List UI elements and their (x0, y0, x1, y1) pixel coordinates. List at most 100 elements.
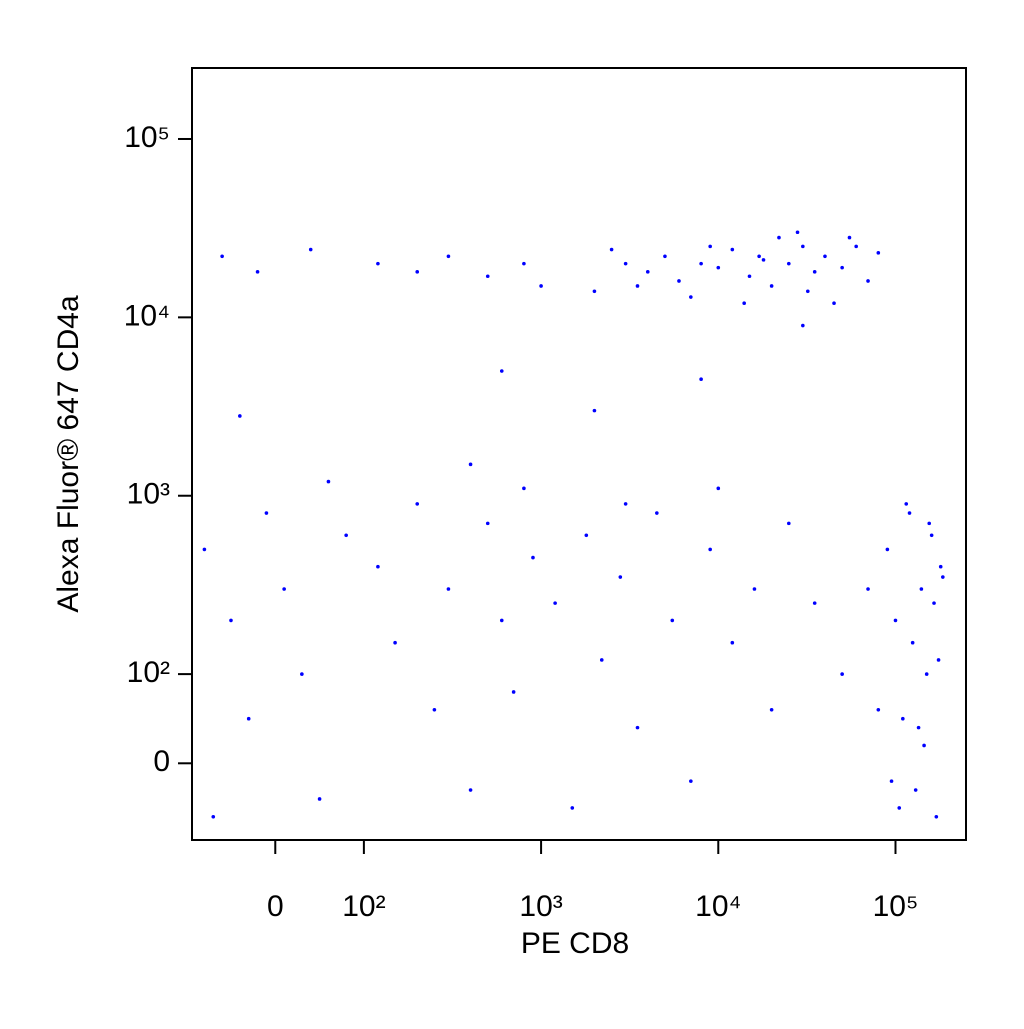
point (805, 289, 810, 294)
point (238, 414, 242, 418)
y-tick-label: 10⁴ (124, 299, 170, 332)
point (699, 377, 703, 382)
point (866, 279, 870, 283)
point (432, 707, 437, 712)
plot-frame (191, 67, 967, 841)
point (932, 601, 936, 605)
point (531, 555, 535, 560)
point (934, 815, 939, 819)
point (623, 261, 628, 266)
point (326, 479, 331, 484)
point (730, 247, 735, 252)
point (916, 725, 921, 730)
point (922, 743, 926, 748)
point (885, 547, 890, 552)
point (801, 323, 805, 328)
point (795, 230, 800, 235)
point (893, 618, 898, 623)
point (264, 511, 269, 515)
point (689, 295, 693, 299)
point (910, 640, 915, 645)
point (716, 486, 721, 491)
point (645, 270, 650, 274)
point (618, 575, 623, 579)
point (757, 254, 761, 259)
y-axis-label: Alexa Fluor® 647 CD4a (52, 295, 85, 613)
point (344, 533, 348, 538)
point (716, 265, 721, 270)
point (376, 261, 380, 266)
point (769, 284, 774, 288)
point (677, 279, 681, 283)
point (907, 511, 912, 515)
point (812, 270, 817, 274)
point (539, 284, 543, 288)
point (663, 254, 667, 259)
point (840, 672, 844, 676)
point (730, 640, 735, 645)
point (699, 261, 703, 266)
y-tick-label: 10³ (127, 478, 170, 511)
point (623, 502, 628, 506)
point (511, 690, 516, 694)
point (854, 244, 858, 249)
point (655, 511, 659, 515)
y-tick-label: 0 (153, 745, 170, 778)
point (742, 301, 746, 306)
point (415, 270, 420, 274)
point (446, 254, 451, 259)
x-tick-label: 10⁵ (873, 890, 919, 923)
x-tick-label: 10⁴ (695, 890, 741, 923)
point (786, 261, 791, 266)
point (938, 564, 943, 569)
point (635, 284, 640, 288)
point (211, 815, 216, 819)
point (876, 707, 881, 712)
point (499, 369, 504, 373)
point (924, 672, 929, 676)
point (255, 270, 260, 274)
point (840, 265, 844, 270)
point (584, 533, 589, 538)
point (708, 244, 712, 249)
point (246, 716, 251, 721)
point (761, 258, 766, 262)
point (300, 672, 304, 676)
point (220, 254, 224, 259)
point (689, 779, 693, 783)
point (308, 247, 313, 252)
point (553, 601, 557, 605)
point (904, 502, 909, 506)
point (635, 725, 640, 730)
x-axis-label: PE CD8 (521, 927, 629, 960)
point (897, 806, 902, 810)
point (801, 244, 805, 249)
point (468, 788, 473, 792)
y-tick-label: 10⁵ (124, 121, 170, 154)
point (415, 502, 420, 506)
point (229, 618, 233, 623)
point (485, 521, 490, 526)
point (777, 235, 781, 240)
x-tick-label: 10³ (519, 890, 562, 923)
point (929, 533, 934, 538)
x-tick-label: 10² (342, 890, 385, 923)
point (823, 254, 827, 259)
point (927, 521, 932, 526)
point (393, 640, 397, 645)
y-tick-label: 10² (127, 656, 170, 689)
point (609, 247, 614, 252)
point (889, 779, 894, 783)
point (847, 235, 852, 240)
point (570, 806, 575, 810)
point (941, 575, 945, 579)
point (599, 658, 604, 662)
x-tick-label: 0 (267, 890, 284, 923)
point (592, 408, 597, 413)
point (282, 587, 286, 591)
point (876, 251, 881, 255)
point (202, 547, 207, 552)
point (522, 486, 526, 491)
point (786, 521, 791, 526)
